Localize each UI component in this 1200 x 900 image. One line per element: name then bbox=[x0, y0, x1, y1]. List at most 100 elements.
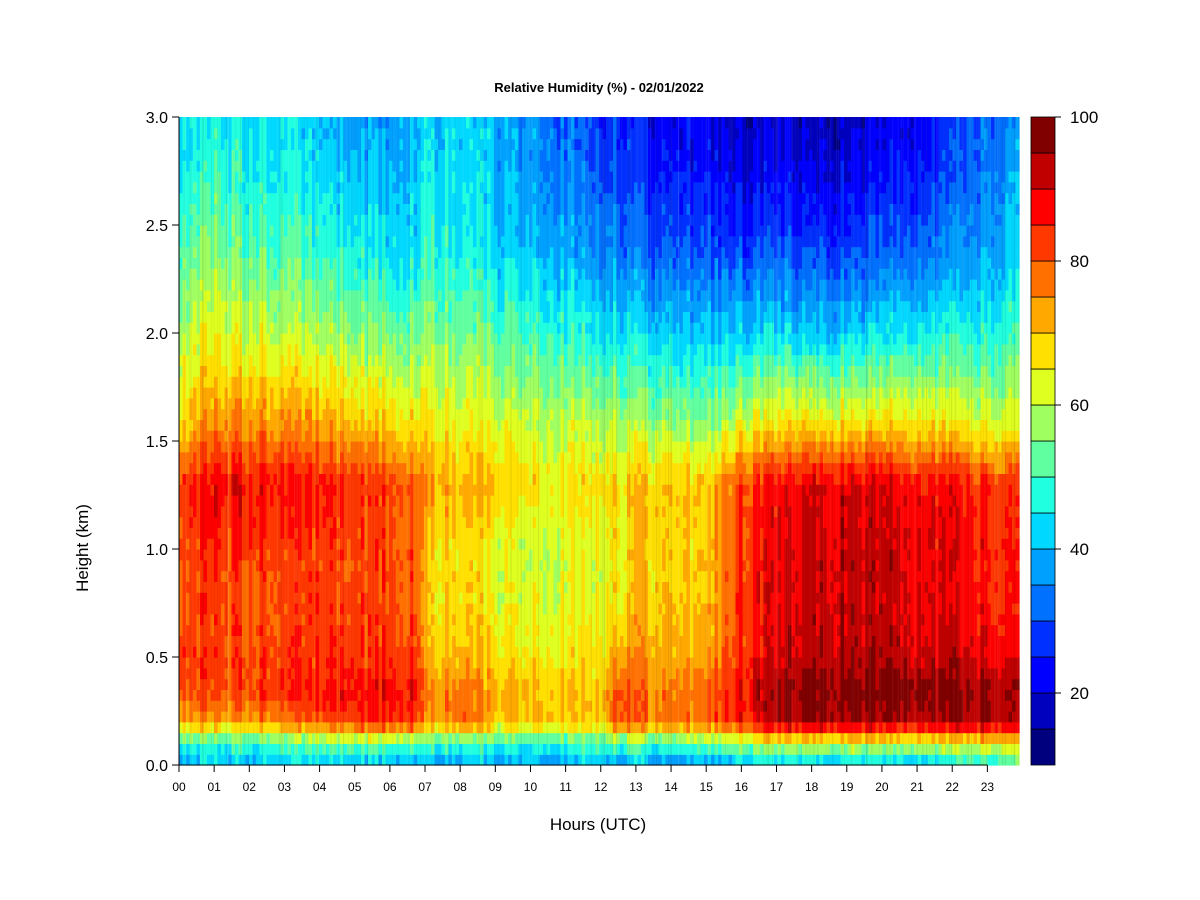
heatmap-cell bbox=[186, 473, 191, 485]
heatmap-cell bbox=[263, 527, 268, 539]
heatmap-cell bbox=[270, 311, 275, 323]
heatmap-cell bbox=[294, 397, 299, 410]
heatmap-cell bbox=[245, 570, 250, 582]
heatmap-cell bbox=[242, 268, 247, 280]
heatmap-cell bbox=[392, 203, 397, 215]
heatmap-cell bbox=[340, 603, 345, 615]
heatmap-cell bbox=[200, 376, 205, 388]
heatmap-cell bbox=[284, 743, 289, 755]
heatmap-cell bbox=[207, 322, 212, 334]
heatmap-cell bbox=[340, 754, 345, 766]
heatmap-cell bbox=[298, 289, 303, 302]
heatmap-cell bbox=[354, 300, 359, 312]
heatmap-cell bbox=[350, 732, 355, 744]
heatmap-cell bbox=[210, 732, 215, 744]
heatmap-cell bbox=[263, 657, 268, 669]
heatmap-cell bbox=[399, 754, 404, 766]
heatmap-cell bbox=[333, 495, 338, 507]
heatmap-cell bbox=[371, 603, 376, 615]
heatmap-cell bbox=[273, 343, 278, 356]
heatmap-cell bbox=[214, 235, 219, 248]
heatmap-cell bbox=[207, 268, 212, 280]
heatmap-cell bbox=[179, 538, 184, 550]
heatmap-cell bbox=[340, 667, 345, 680]
heatmap-cell bbox=[217, 646, 222, 658]
heatmap-cell bbox=[357, 754, 362, 766]
heatmap-cell bbox=[256, 711, 261, 723]
heatmap-cell bbox=[238, 160, 243, 172]
heatmap-cell bbox=[312, 376, 317, 388]
heatmap-cell bbox=[291, 505, 296, 518]
heatmap-cell bbox=[466, 646, 471, 658]
heatmap-cell bbox=[301, 127, 306, 140]
heatmap-cell bbox=[382, 538, 387, 550]
heatmap-cell bbox=[270, 322, 275, 334]
heatmap-cell bbox=[245, 592, 250, 604]
heatmap-cell bbox=[336, 754, 341, 766]
heatmap-cell bbox=[301, 505, 306, 518]
heatmap-cell bbox=[203, 127, 208, 140]
heatmap-cell bbox=[305, 473, 310, 485]
heatmap-cell bbox=[322, 462, 327, 474]
heatmap-cell bbox=[368, 711, 373, 723]
heatmap-cell bbox=[231, 333, 236, 345]
heatmap-cell bbox=[179, 570, 184, 582]
heatmap-cell bbox=[389, 343, 394, 356]
heatmap-cell bbox=[266, 559, 271, 572]
heatmap-cell bbox=[308, 225, 313, 237]
heatmap-cell bbox=[361, 300, 366, 312]
heatmap-cell bbox=[196, 516, 201, 528]
heatmap-cell bbox=[462, 235, 467, 248]
heatmap-cell bbox=[214, 495, 219, 507]
heatmap-cell bbox=[420, 419, 425, 431]
heatmap-cell bbox=[420, 289, 425, 302]
heatmap-cell bbox=[308, 657, 313, 669]
heatmap-cell bbox=[375, 397, 380, 410]
heatmap-cell bbox=[235, 289, 240, 302]
heatmap-cell bbox=[266, 538, 271, 550]
heatmap-cell bbox=[249, 419, 254, 431]
heatmap-cell bbox=[343, 613, 348, 626]
heatmap-cell bbox=[326, 441, 331, 453]
heatmap-cell bbox=[224, 419, 229, 431]
heatmap-cell bbox=[186, 559, 191, 572]
heatmap-cell bbox=[284, 473, 289, 485]
heatmap-cell bbox=[238, 397, 243, 410]
heatmap-cell bbox=[224, 387, 229, 399]
heatmap-cell bbox=[385, 700, 390, 712]
heatmap-cell bbox=[371, 376, 376, 388]
heatmap-cell bbox=[284, 495, 289, 507]
heatmap-cell bbox=[273, 549, 278, 561]
heatmap-cell bbox=[420, 667, 425, 680]
heatmap-cell bbox=[312, 527, 317, 539]
heatmap-cell bbox=[245, 700, 250, 712]
heatmap-cell bbox=[333, 473, 338, 485]
heatmap-cell bbox=[322, 300, 327, 312]
heatmap-cell bbox=[224, 646, 229, 658]
heatmap-cell bbox=[210, 322, 215, 334]
heatmap-cell bbox=[329, 635, 334, 647]
heatmap-cell bbox=[364, 365, 369, 377]
heatmap-cell bbox=[403, 430, 408, 442]
heatmap-cell bbox=[336, 635, 341, 647]
heatmap-cell bbox=[210, 333, 215, 345]
heatmap-cell bbox=[235, 603, 240, 615]
heatmap-cell bbox=[231, 246, 236, 258]
heatmap-cell bbox=[186, 721, 191, 734]
heatmap-cell bbox=[210, 203, 215, 215]
heatmap-cell bbox=[399, 700, 404, 712]
heatmap-cell bbox=[389, 613, 394, 626]
heatmap-cell bbox=[266, 343, 271, 356]
heatmap-cell bbox=[466, 549, 471, 561]
heatmap-cell bbox=[420, 516, 425, 528]
heatmap-cell bbox=[305, 527, 310, 539]
heatmap-cell bbox=[235, 127, 240, 140]
heatmap-cell bbox=[217, 300, 222, 312]
heatmap-cell bbox=[228, 138, 233, 150]
heatmap-cell bbox=[245, 646, 250, 658]
heatmap-cell bbox=[207, 754, 212, 766]
heatmap-cell bbox=[186, 203, 191, 215]
heatmap-cell bbox=[441, 430, 446, 442]
heatmap-cell bbox=[221, 592, 226, 604]
heatmap-cell bbox=[196, 678, 201, 690]
